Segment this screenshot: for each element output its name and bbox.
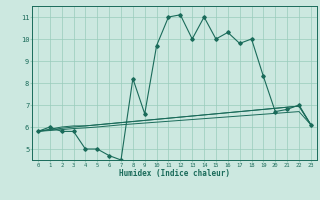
X-axis label: Humidex (Indice chaleur): Humidex (Indice chaleur) [119, 169, 230, 178]
